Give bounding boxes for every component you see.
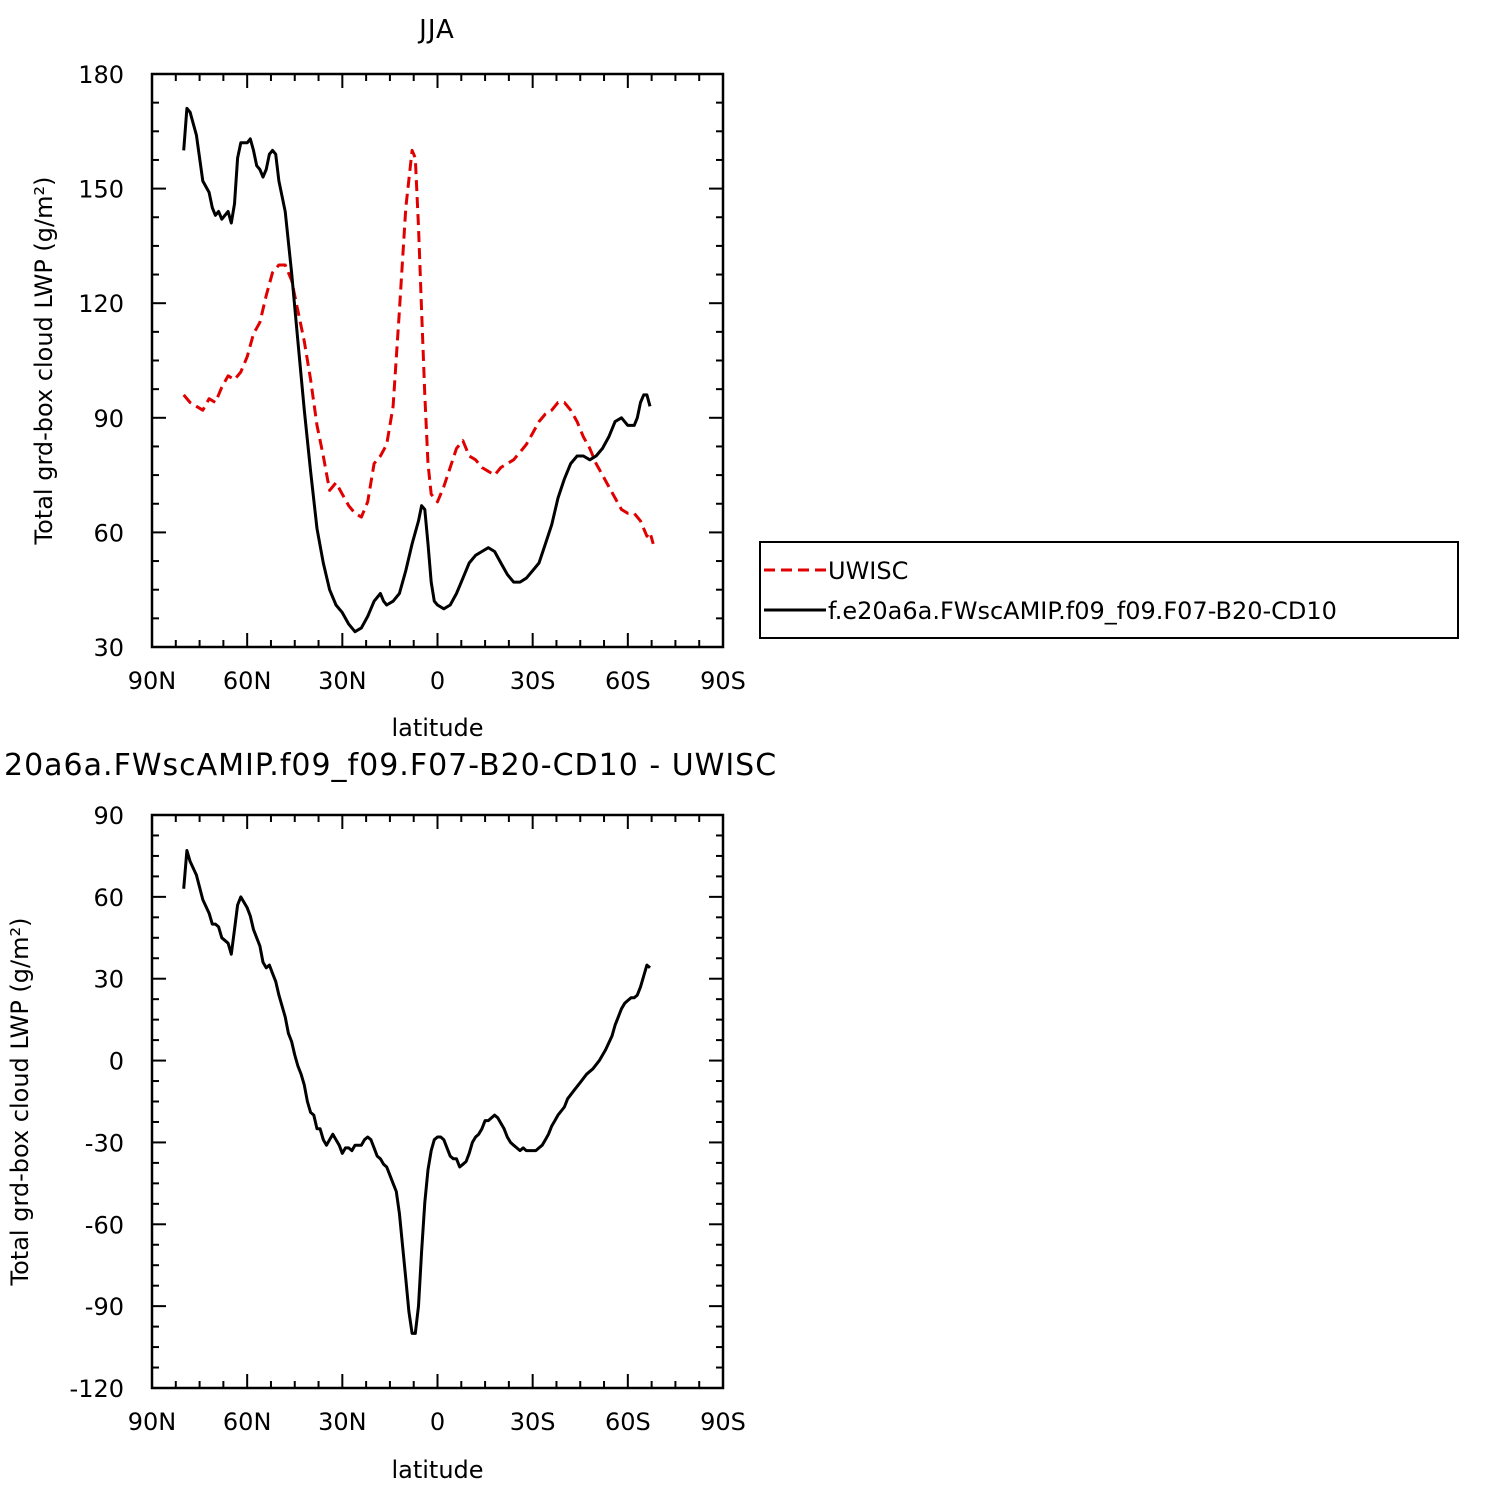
series-line-1 — [182, 849, 651, 1335]
x-tick-label: 90N — [128, 1408, 177, 1436]
x-tick-label: 90S — [700, 667, 746, 695]
legend-entry-label: f.e20a6a.FWscAMIP.f09_f09.F07-B20-CD10 — [828, 597, 1337, 625]
x-tick-label: 0 — [430, 1408, 445, 1436]
y-tick-label: 0 — [109, 1048, 124, 1076]
chart-panel-2: 20a6a.FWscAMIP.f09_f09.F07-B20-CD10 - UW… — [4, 748, 777, 1484]
y-tick-label: -120 — [70, 1375, 124, 1403]
x-tick-label: 30S — [510, 1408, 556, 1436]
chart-title: JJA — [417, 15, 455, 45]
y-axis-label: Total grd-box cloud LWP (g/m²) — [30, 177, 58, 546]
legend: UWISC f.e20a6a.FWscAMIP.f09_f09.F07-B20-C… — [759, 541, 1459, 639]
y-tick-label: 90 — [93, 405, 124, 433]
chart-panel-1: JJA 90N 60N 30N 0 30S 60S 90S 30 60 90 120 150 180 lat… — [30, 15, 1459, 742]
x-tick-label: 30N — [318, 667, 367, 695]
x-tick-label: 60S — [605, 667, 651, 695]
y-tick-label: 30 — [93, 634, 124, 662]
y-tick-label: 60 — [93, 884, 124, 912]
x-tick-label: 60N — [223, 1408, 272, 1436]
x-axis-label: latitude — [391, 1456, 483, 1484]
legend-box — [759, 541, 1459, 639]
x-tick-label: 60S — [605, 1408, 651, 1436]
x-tick-label: 90N — [128, 667, 177, 695]
x-tick-label: 30S — [510, 667, 556, 695]
y-tick-label: -30 — [85, 1129, 124, 1157]
y-tick-label: 60 — [93, 519, 124, 547]
x-axis-label: latitude — [391, 714, 483, 742]
chart-title: 20a6a.FWscAMIP.f09_f09.F07-B20-CD10 - UW… — [4, 748, 777, 783]
y-tick-label: 120 — [78, 290, 124, 318]
y-tick-label: 180 — [78, 61, 124, 89]
series-line-2 — [182, 106, 652, 634]
series-line-1 — [182, 148, 655, 545]
y-tick-label: -90 — [85, 1293, 124, 1321]
y-tick-label: 90 — [93, 802, 124, 830]
x-tick-label: 60N — [223, 667, 272, 695]
y-tick-label: -60 — [85, 1211, 124, 1239]
legend-entry-label: UWISC — [828, 557, 908, 585]
x-tick-label: 90S — [700, 1408, 746, 1436]
y-tick-label: 30 — [93, 966, 124, 994]
x-tick-label: 0 — [430, 667, 445, 695]
y-axis-label: Total grd-box cloud LWP (g/m²) — [6, 918, 34, 1287]
y-tick-label: 150 — [78, 176, 124, 204]
x-tick-label: 30N — [318, 1408, 367, 1436]
